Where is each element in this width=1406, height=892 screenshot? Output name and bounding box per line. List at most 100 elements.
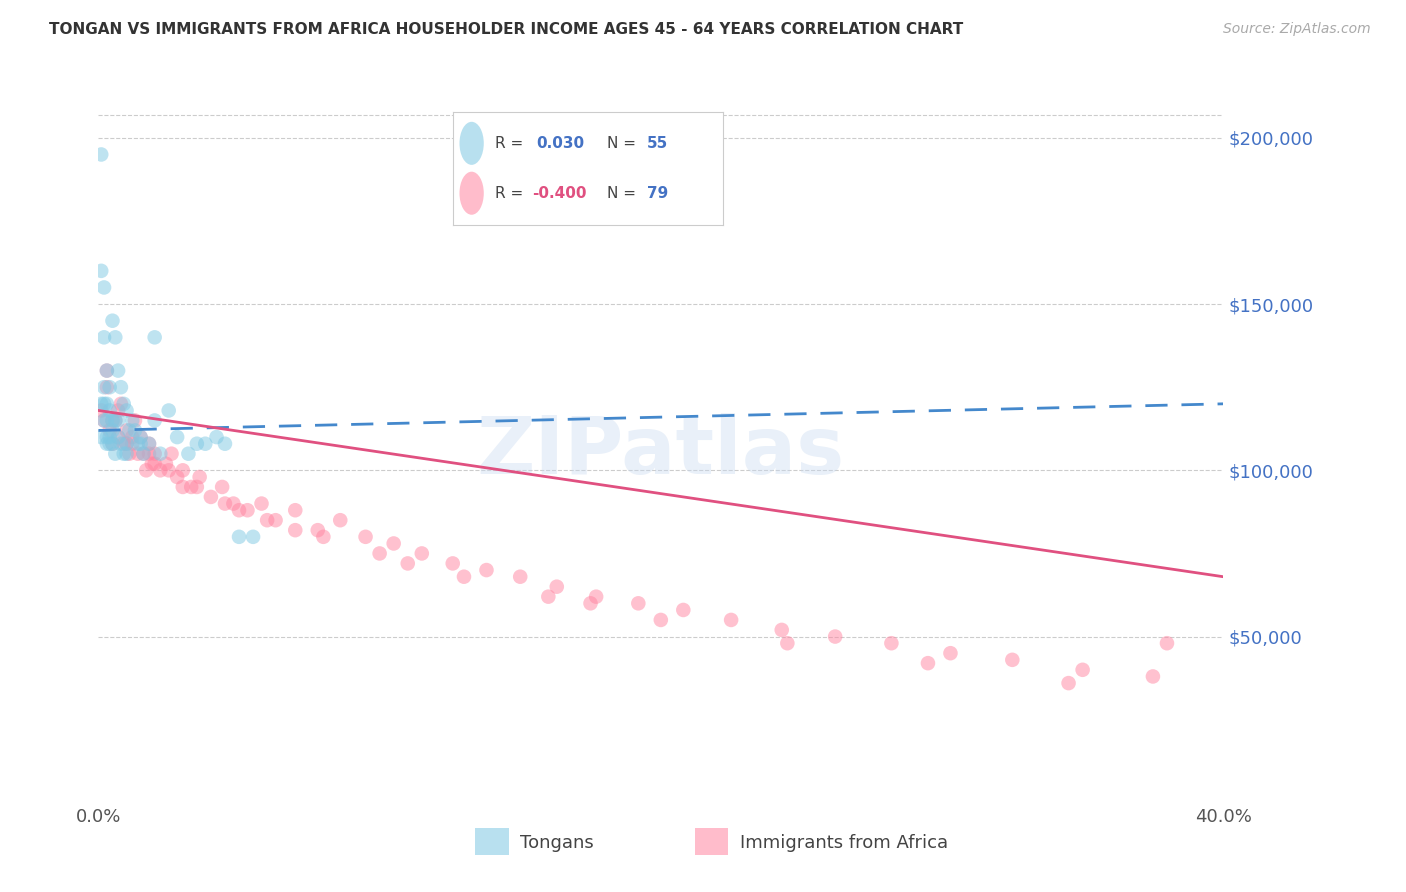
Point (98, 380, 121, 394)
Point (115, 403, 138, 417)
Point (104, 330, 127, 344)
Point (382, 536, 405, 550)
Point (96, 363, 118, 377)
Point (537, 590, 560, 604)
Point (104, 413, 127, 427)
Point (242, 530, 264, 544)
Point (939, 646, 962, 660)
Point (1057, 676, 1080, 690)
Point (107, 363, 129, 377)
Point (143, 330, 166, 344)
Point (93, 413, 115, 427)
Point (112, 397, 135, 411)
Point (98, 424, 121, 438)
Point (101, 436, 124, 450)
Point (143, 413, 166, 427)
Point (250, 497, 273, 511)
Point (138, 447, 160, 461)
Point (157, 463, 180, 477)
Point (194, 436, 217, 450)
Point (284, 503, 307, 517)
Point (453, 570, 475, 584)
Point (329, 513, 352, 527)
Point (107, 413, 129, 427)
Point (205, 430, 228, 444)
Point (166, 430, 188, 444)
Point (90, 430, 112, 444)
Point (214, 436, 236, 450)
Point (672, 603, 695, 617)
Point (585, 590, 607, 604)
Point (121, 430, 143, 444)
Point (104, 413, 127, 427)
Point (475, 563, 498, 577)
Point (143, 447, 166, 461)
Point (186, 436, 208, 450)
Point (312, 530, 335, 544)
Point (166, 470, 188, 484)
Point (121, 413, 143, 427)
Text: Tongans: Tongans (520, 834, 593, 852)
Point (200, 490, 222, 504)
Point (115, 436, 138, 450)
Point (770, 623, 793, 637)
Point (115, 436, 138, 450)
Point (411, 546, 433, 560)
Point (546, 580, 568, 594)
Point (236, 503, 259, 517)
Point (264, 513, 287, 527)
Point (917, 656, 939, 670)
Point (101, 314, 124, 328)
Point (129, 430, 152, 444)
Point (115, 447, 138, 461)
Point (129, 436, 152, 450)
Point (101, 413, 124, 427)
Point (110, 380, 132, 394)
Point (132, 447, 155, 461)
Point (98, 430, 121, 444)
Point (228, 530, 250, 544)
Point (211, 480, 233, 494)
Point (368, 546, 391, 560)
Point (112, 436, 135, 450)
Point (149, 447, 172, 461)
Point (160, 447, 183, 461)
Point (96, 397, 118, 411)
Point (155, 457, 177, 471)
Point (354, 530, 377, 544)
Point (104, 447, 127, 461)
Point (127, 447, 149, 461)
Point (186, 480, 208, 494)
Text: ZIPatlas: ZIPatlas (477, 413, 845, 491)
Point (776, 636, 799, 650)
Point (1001, 653, 1024, 667)
Point (96, 413, 118, 427)
Point (256, 513, 278, 527)
Point (1071, 663, 1094, 677)
Point (177, 447, 200, 461)
Point (880, 636, 903, 650)
Point (172, 463, 194, 477)
Point (98, 436, 121, 450)
Point (93, 380, 115, 394)
Point (101, 436, 124, 450)
Point (284, 523, 307, 537)
Point (101, 424, 124, 438)
Point (96, 363, 118, 377)
Point (90, 264, 112, 278)
Text: TONGAN VS IMMIGRANTS FROM AFRICA HOUSEHOLDER INCOME AGES 45 - 64 YEARS CORRELATI: TONGAN VS IMMIGRANTS FROM AFRICA HOUSEHO… (49, 22, 963, 37)
Point (172, 480, 194, 494)
Point (121, 436, 143, 450)
Point (90, 397, 112, 411)
Point (509, 570, 531, 584)
Point (441, 557, 464, 571)
Point (101, 413, 124, 427)
Point (124, 424, 146, 438)
Point (135, 463, 157, 477)
Point (143, 457, 166, 471)
Point (90, 403, 112, 417)
Point (157, 403, 180, 417)
Point (118, 447, 141, 461)
Point (396, 557, 419, 571)
Point (107, 430, 129, 444)
